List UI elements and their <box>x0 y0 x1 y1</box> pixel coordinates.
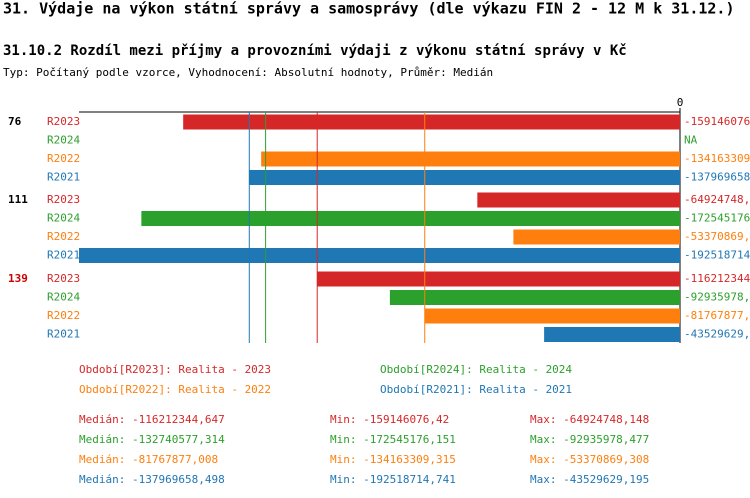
value-label: -137969658, <box>684 171 750 184</box>
series-label: R2023 <box>47 193 80 206</box>
chart-subtitle: 31.10.2 Rozdíl mezi příjmy a provozními … <box>3 43 627 59</box>
legend-entry: Období[R2024]: Realita - 2024 <box>380 363 572 376</box>
value-label: -43529629,1 <box>684 328 750 341</box>
stat-label: Medián: -137969658,498 <box>79 473 225 486</box>
stat-label: Medián: -116212344,647 <box>79 413 225 426</box>
bar <box>317 271 680 287</box>
bar <box>183 114 680 130</box>
group-label: 111 <box>8 193 28 206</box>
stat-label: Max: -64924748,148 <box>530 413 649 426</box>
series-label: R2021 <box>47 249 80 262</box>
series-label: R2024 <box>47 291 80 304</box>
value-label: -116212344, <box>684 272 750 285</box>
stat-label: Medián: -81767877,008 <box>79 453 218 466</box>
series-label: R2022 <box>47 309 80 322</box>
bar <box>424 308 680 324</box>
bar <box>544 327 680 342</box>
bar <box>261 151 680 167</box>
bar <box>513 229 680 245</box>
value-label: -53370869,3 <box>684 230 750 243</box>
bar <box>249 170 680 185</box>
group-label: 139 <box>8 272 28 285</box>
value-label: NA <box>684 134 698 147</box>
series-label: R2022 <box>47 230 80 243</box>
stat-label: Max: -43529629,195 <box>530 473 649 486</box>
series-label: R2024 <box>47 212 80 225</box>
series-label: R2023 <box>47 115 80 128</box>
series-label: R2023 <box>47 272 80 285</box>
series-label: R2022 <box>47 152 80 165</box>
bar <box>389 290 680 305</box>
chart-title: 31. Výdaje na výkon státní správy a samo… <box>3 0 735 18</box>
value-label: -81767877,0 <box>684 309 750 322</box>
legend-entry: Období[R2022]: Realita - 2022 <box>79 383 271 396</box>
stat-label: Medián: -132740577,314 <box>79 433 225 446</box>
legend-entry: Období[R2023]: Realita - 2023 <box>79 363 271 376</box>
value-label: -64924748,1 <box>684 193 750 206</box>
value-label: -134163309, <box>684 152 750 165</box>
chart-note: Typ: Počítaný podle vzorce, Vyhodnocení:… <box>3 66 493 79</box>
value-label: -172545176, <box>684 212 750 225</box>
value-label: -159146076, <box>684 115 750 128</box>
series-label: R2021 <box>47 328 80 341</box>
x-tick-label: 0 <box>677 96 684 109</box>
value-label: -92935978,4 <box>684 291 750 304</box>
stat-label: Max: -92935978,477 <box>530 433 649 446</box>
series-label: R2021 <box>47 171 80 184</box>
series-label: R2024 <box>47 134 80 147</box>
bar <box>477 192 680 208</box>
legend-entry: Období[R2021]: Realita - 2021 <box>380 383 572 396</box>
stat-label: Min: -192518714,741 <box>330 473 456 486</box>
group-label: 76 <box>8 115 22 128</box>
stat-label: Min: -172545176,151 <box>330 433 456 446</box>
stat-label: Min: -134163309,315 <box>330 453 456 466</box>
bar <box>141 211 680 226</box>
stat-label: Max: -53370869,308 <box>530 453 649 466</box>
value-label: -192518714, <box>684 249 750 262</box>
stat-label: Min: -159146076,42 <box>330 413 449 426</box>
bar <box>79 248 680 263</box>
